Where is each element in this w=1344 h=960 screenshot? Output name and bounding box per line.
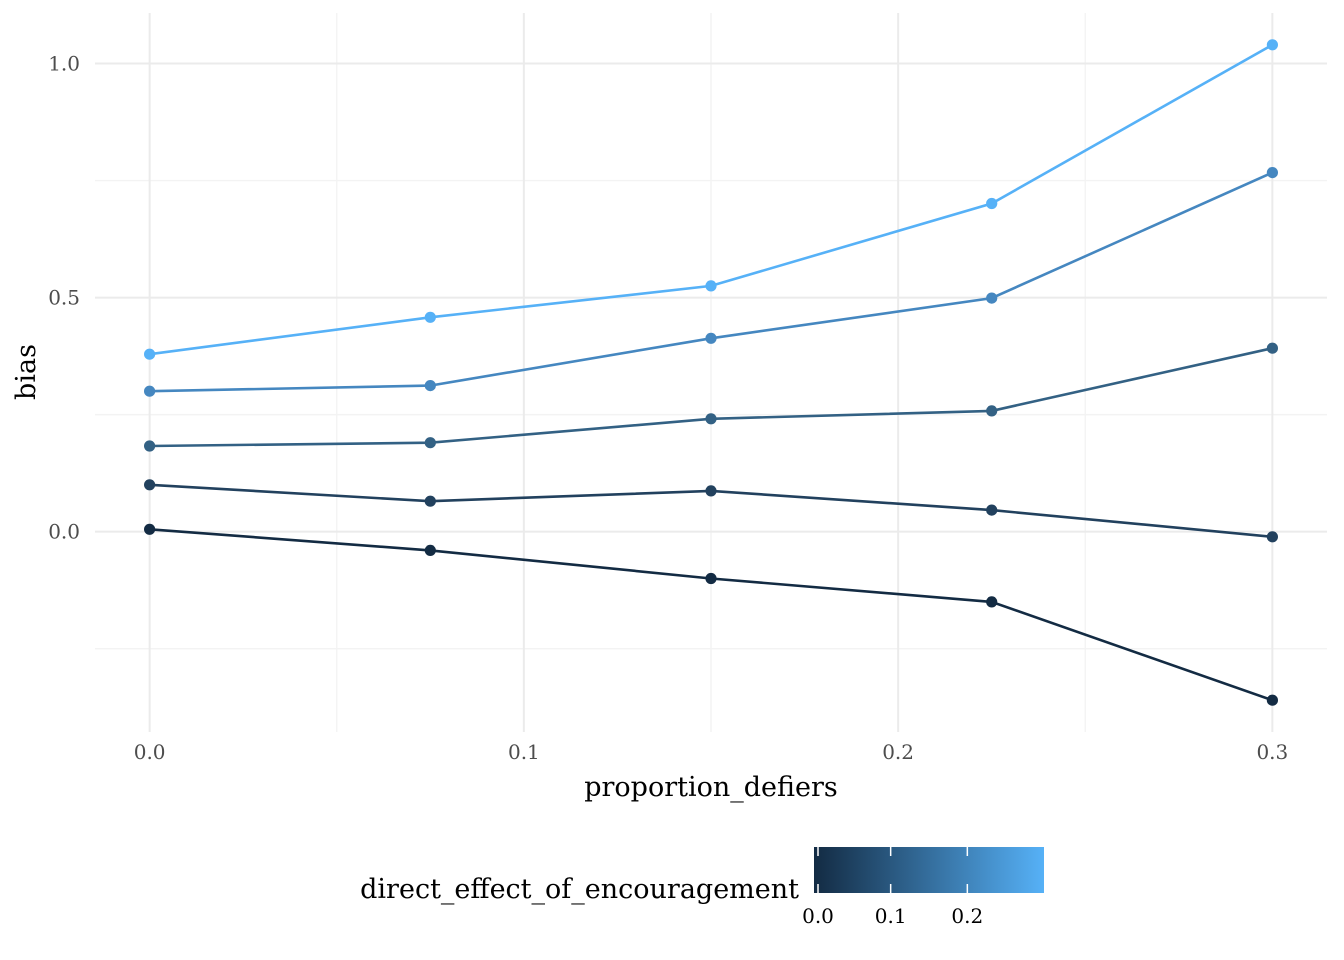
legend-tick-label-1: 0.1 (875, 904, 907, 928)
data-point-0-4 (1266, 694, 1278, 706)
x-tick-label-0: 0.0 (134, 740, 166, 764)
data-point-4-3 (986, 197, 998, 210)
x-tick-label-1: 0.1 (508, 740, 540, 764)
color-legend: direct_effect_of_encouragement 0.0 0.1 0.2 (360, 847, 1044, 928)
data-point-3-1 (424, 380, 436, 392)
data-point-0-1 (424, 544, 436, 557)
grid (95, 13, 1327, 732)
data-point-0-0 (144, 523, 156, 535)
y-tick-label-1: 0.5 (48, 286, 80, 310)
data-point-2-0 (144, 440, 156, 452)
data-point-1-2 (705, 485, 717, 497)
data-point-4-2 (705, 280, 717, 292)
legend-title: direct_effect_of_encouragement (360, 874, 799, 905)
data-point-2-4 (1266, 342, 1278, 354)
x-axis-title: proportion_defiers (584, 772, 838, 803)
data-point-1-4 (1266, 531, 1278, 543)
data-point-1-0 (144, 479, 156, 491)
data-point-1-3 (986, 504, 998, 516)
y-tick-label-2: 1.0 (48, 52, 80, 76)
data-point-4-1 (424, 311, 436, 323)
data-point-2-1 (424, 437, 436, 449)
y-tick-label-0: 0.0 (48, 520, 80, 544)
series-points (144, 39, 1278, 706)
data-point-0-2 (705, 572, 717, 585)
legend-tick-label-2: 0.2 (951, 904, 983, 928)
data-point-1-1 (424, 495, 436, 507)
data-point-2-3 (986, 405, 998, 417)
x-tick-label-3: 0.3 (1256, 740, 1288, 764)
data-point-4-4 (1266, 39, 1278, 51)
legend-tick-label-0: 0.0 (802, 904, 834, 928)
x-axis-ticks: 0.0 0.1 0.2 0.3 (134, 740, 1289, 764)
legend-colorbar (814, 847, 1044, 893)
data-point-3-4 (1266, 167, 1278, 179)
data-point-3-2 (705, 332, 717, 344)
y-axis-ticks: 0.0 0.5 1.0 (48, 52, 80, 544)
data-point-4-0 (144, 348, 156, 360)
data-point-3-3 (986, 292, 998, 304)
legend-ticks: 0.0 0.1 0.2 (802, 847, 983, 928)
data-point-3-0 (144, 385, 156, 397)
data-point-0-3 (986, 596, 998, 608)
y-axis-title: bias (11, 344, 42, 400)
data-point-2-2 (705, 413, 717, 425)
x-tick-label-2: 0.2 (882, 740, 914, 764)
